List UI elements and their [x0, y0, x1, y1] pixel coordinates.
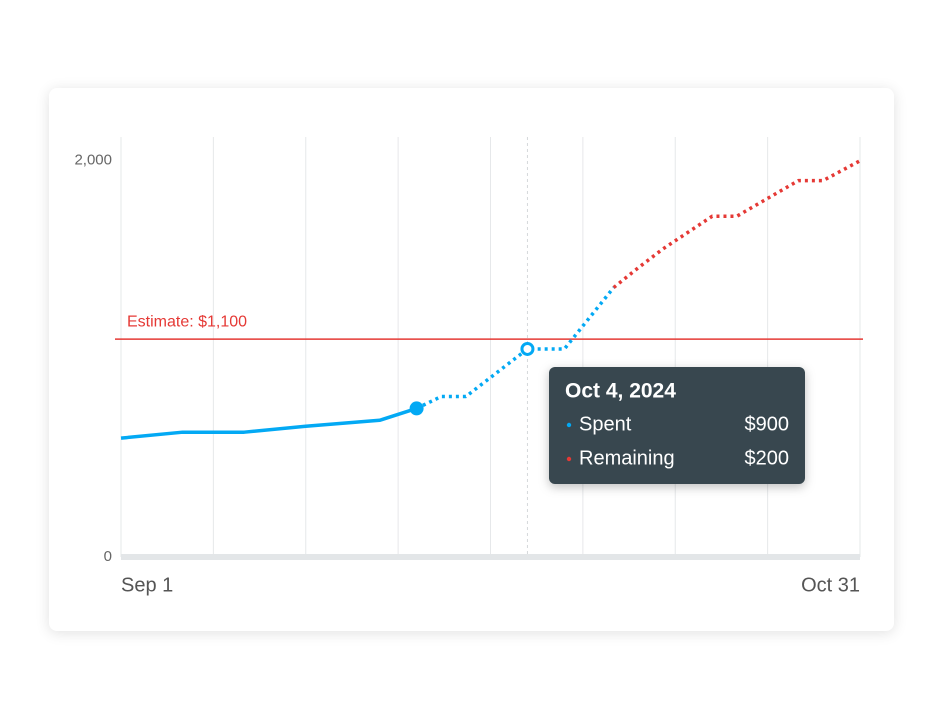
- series-line: [415, 286, 616, 410]
- tooltip-dot: [566, 422, 572, 428]
- tooltip-title: Oct 4, 2024: [565, 380, 676, 403]
- tooltip-label: Remaining: [579, 447, 675, 469]
- tooltip-value: $200: [745, 447, 790, 469]
- hover-point: [520, 341, 535, 356]
- y-tick-label: 0: [104, 548, 112, 565]
- tooltip-box: [549, 367, 805, 484]
- x-tick-label: Oct 31: [801, 574, 860, 596]
- y-tick-label: 2,000: [74, 152, 112, 169]
- tooltip-label: Spent: [579, 413, 632, 435]
- series-line: [120, 406, 418, 440]
- tooltip: Oct 4, 2024 Spent $900 Remaining $200: [549, 367, 805, 484]
- tooltip-dot: [566, 456, 572, 462]
- series-line: [612, 159, 861, 289]
- card: [49, 88, 894, 631]
- estimate-label: Estimate: $1,100: [127, 313, 247, 330]
- x-tick-label: Sep 1: [121, 574, 173, 596]
- current-point: [409, 401, 424, 416]
- tooltip-value: $900: [745, 413, 790, 435]
